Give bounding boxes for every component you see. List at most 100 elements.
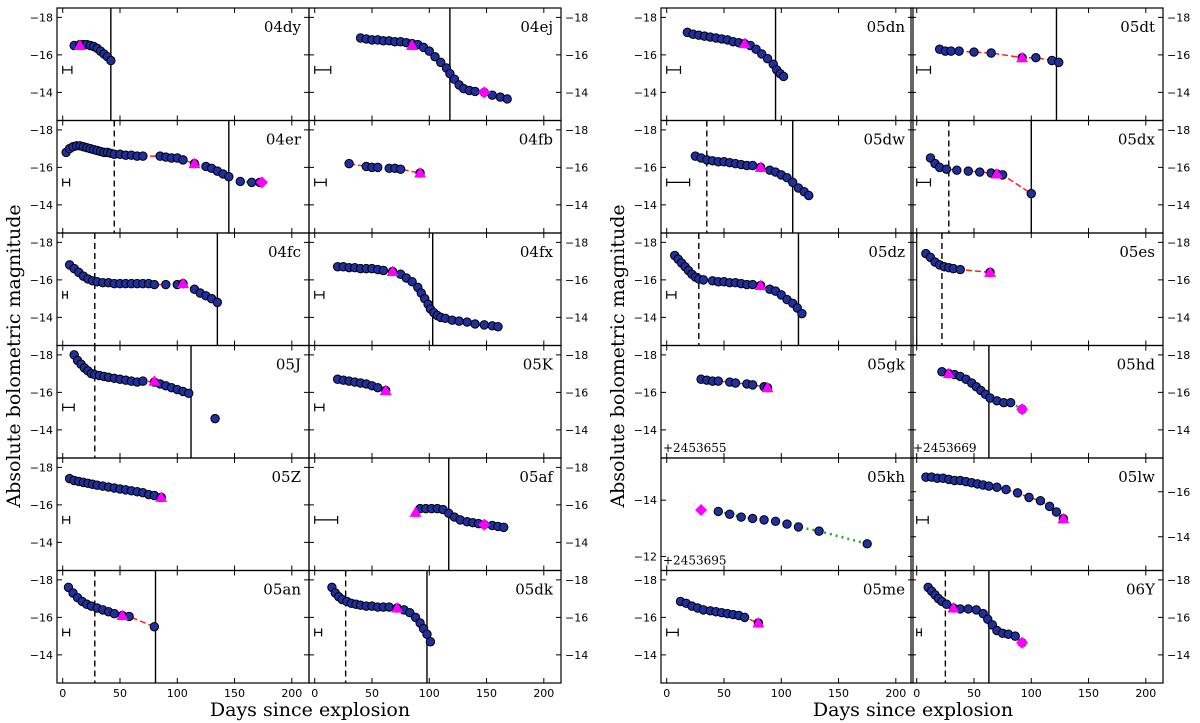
y-ticks: −18 −16 −14 [309, 8, 588, 121]
y-ticks: −18 −16 −14 [30, 458, 309, 571]
y-tick-label: −14 [634, 311, 657, 324]
x-axis-label-right: Days since explosion [813, 699, 1013, 721]
panel-05af: −18 −16 −14 05af [308, 457, 588, 572]
data-point [725, 509, 735, 519]
panel-frame [910, 569, 1164, 684]
panel-plot-area [916, 120, 1036, 233]
y-ticks: −18 −16 −14 [911, 120, 1190, 233]
data-point [730, 378, 741, 388]
data-point [946, 46, 956, 56]
explosion-epoch-errorbar [62, 290, 68, 299]
y-tick-label: −14 [1167, 199, 1190, 212]
explosion-epoch-errorbar [916, 178, 932, 187]
panel-title: 04fc [268, 243, 301, 261]
data-point [235, 176, 245, 187]
y-tick-label: −14 [1167, 424, 1190, 437]
triangle-marker [386, 265, 399, 276]
panel-title: 06Y [1126, 581, 1156, 599]
data-point [106, 55, 116, 66]
y-tick-label: −18 [30, 11, 53, 24]
x-tick-label: 200 [885, 687, 906, 700]
x-tick-label: 100 [167, 687, 188, 700]
triangle-marker [177, 277, 189, 289]
panel-05dt: −18 −16 −14 05dt [910, 7, 1190, 122]
panel-title: 05dx [1118, 131, 1156, 149]
panel-05gk: −18 −16 −14 05gk +2453655 [634, 344, 914, 459]
explosion-epoch-errorbar [314, 178, 327, 187]
data-point [499, 522, 509, 533]
panel-title: 04fb [519, 131, 553, 149]
y-tick-label: −14 [30, 311, 53, 324]
y-ticks: −18 −16 −14 0 50 100 150 200 [30, 570, 309, 700]
data-point [395, 164, 406, 174]
x-tick-label: 50 [967, 687, 981, 700]
panel-plot-area [916, 8, 1064, 121]
panel-plot-area [695, 504, 872, 549]
data-point [770, 516, 781, 526]
panels-container: −18−16−1404dy−18−16−1404ej−18−16−1405dn−… [30, 7, 1190, 700]
panel-title: 05J [276, 356, 301, 374]
data-point [747, 279, 758, 290]
data-point [344, 158, 354, 169]
explosion-epoch-errorbar [666, 65, 682, 74]
y-tick-label: −16 [30, 161, 53, 174]
y-tick-label: −18 [30, 461, 53, 474]
panel-05dx: −18 −16 −14 05dx [910, 119, 1190, 234]
data-point [462, 317, 472, 327]
y-tick-label: −18 [1167, 11, 1190, 24]
diamond-marker [695, 504, 708, 517]
data-point [430, 52, 440, 62]
data-point [502, 94, 512, 104]
panel-plot-area [666, 233, 807, 346]
panel-05hd: −18 −16 −14 05hd +2453669 [910, 344, 1190, 459]
panel-04ej: −18 −16 −14 04ej [308, 7, 588, 122]
data-point [963, 604, 973, 614]
data-point [1051, 507, 1062, 517]
panel-title: 05dw [863, 131, 905, 149]
x-tick-label: 100 [1021, 687, 1042, 700]
x-tick-label: 150 [828, 687, 849, 700]
y-tick-label: −18 [565, 574, 588, 587]
panel-plot-area [62, 233, 223, 346]
triangle-marker [148, 375, 161, 386]
explosion-epoch-errorbar [62, 628, 71, 637]
panel-04dy: −18 −16 −14 04dy [30, 7, 310, 122]
data-point [963, 166, 973, 176]
x-tick-label: 0 [59, 687, 66, 700]
panel-title: 05Z [271, 468, 301, 486]
triangle-marker [942, 367, 955, 379]
y-tick-label: −18 [565, 349, 588, 362]
explosion-epoch-errorbar [916, 65, 932, 74]
y-tick-label: −16 [1167, 161, 1190, 174]
data-point [470, 319, 480, 329]
y-tick-label: −18 [1167, 124, 1190, 137]
y-tick-label: −16 [565, 386, 588, 399]
panel-plot-area [62, 345, 220, 458]
panel-frame [308, 569, 562, 684]
data-point [138, 376, 148, 386]
y-tick-label: −18 [30, 124, 53, 137]
x-tick-label: 200 [281, 687, 302, 700]
y-tick-label: −16 [30, 386, 53, 399]
x-tick-label: 150 [1078, 687, 1099, 700]
y-tick-label: −18 [634, 236, 657, 249]
panel-plot-area [62, 473, 168, 524]
triangle-marker [761, 381, 774, 393]
data-point [804, 190, 814, 201]
data-point [493, 322, 503, 332]
explosion-epoch-errorbar [666, 290, 677, 299]
explosion-epoch-errorbar [314, 628, 323, 637]
data-point [713, 506, 723, 517]
y-tick-label: −14 [1167, 86, 1190, 99]
data-point [713, 376, 723, 386]
x-tick-label: 100 [771, 687, 792, 700]
data-point [470, 86, 480, 97]
y-tick-label: −14 [30, 424, 53, 437]
panel-plot-area [696, 374, 774, 393]
data-point [224, 172, 234, 182]
x-axis-label-left: Days since explosion [210, 699, 410, 721]
triangle-marker [947, 602, 960, 613]
diamond-marker [478, 518, 491, 531]
data-point [955, 264, 965, 275]
y-tick-label: −16 [1167, 49, 1190, 62]
